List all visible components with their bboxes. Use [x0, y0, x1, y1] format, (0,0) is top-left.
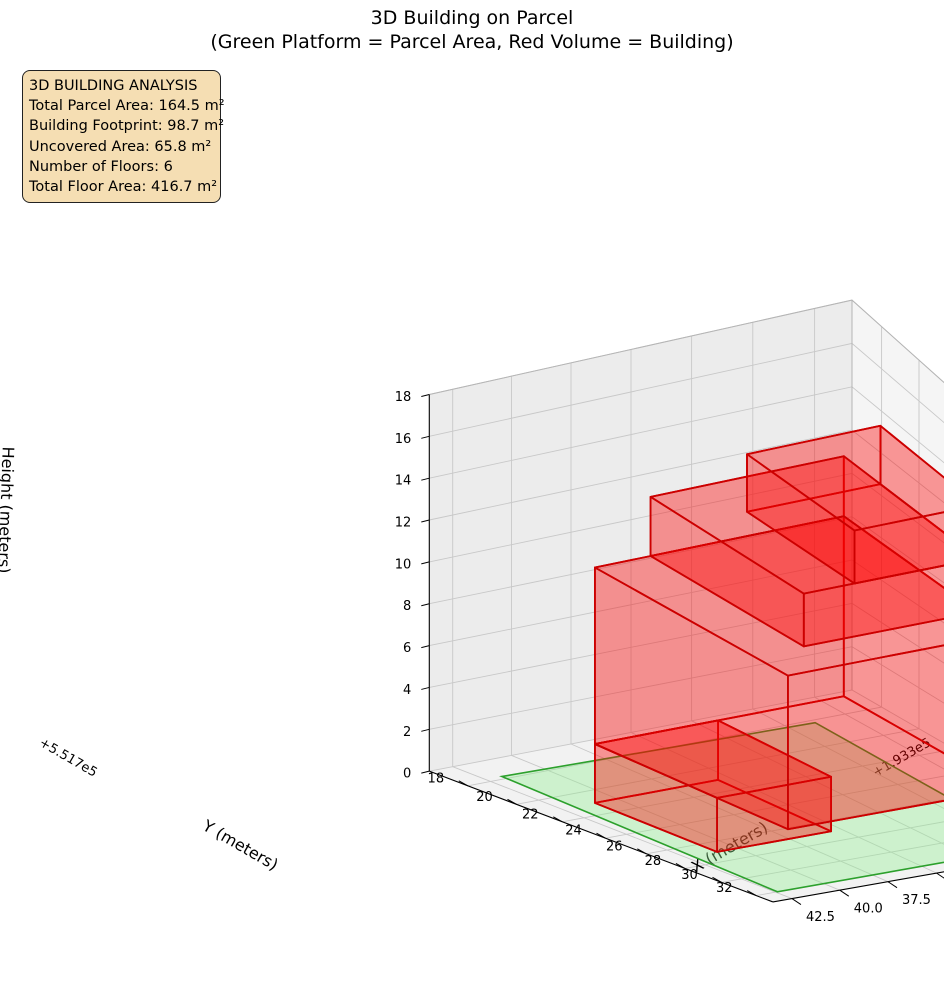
info-line-uncovered: Uncovered Area: 65.8 m²	[29, 138, 212, 155]
info-box: 3D BUILDING ANALYSIS Total Parcel Area: …	[22, 70, 225, 204]
building-face	[594, 566, 789, 831]
z-axis-label: Height (meters)	[0, 446, 18, 574]
z-tick-mark	[421, 393, 430, 397]
info-heading: 3D BUILDING ANALYSIS	[29, 78, 198, 94]
building-face	[649, 495, 805, 648]
y-tick-mark	[553, 816, 563, 823]
z-tick-mark	[421, 686, 430, 690]
y-tick-label: 30	[681, 868, 698, 883]
z-tick-label: 2	[403, 725, 411, 740]
z-tick-mark	[421, 477, 430, 481]
y-tick-mark	[596, 832, 606, 839]
y-tick-label: 18	[428, 771, 445, 786]
info-line-floor-area: Total Floor Area: 416.7 m²	[29, 179, 218, 196]
pane-top-edge	[429, 299, 944, 395]
y-axis-label: Y (meters)	[199, 815, 282, 874]
y-gridline	[721, 842, 944, 883]
z-tick-label: 18	[395, 390, 412, 405]
z-tick-mark	[421, 435, 430, 439]
y-tick-label: 24	[565, 824, 582, 839]
y-tick-label: 20	[476, 790, 493, 805]
back-left-pane	[429, 300, 852, 772]
x-tick-mark	[936, 872, 944, 879]
y-tick-label: 32	[716, 881, 733, 896]
y-gridline	[684, 821, 944, 869]
info-line-floors: Number of Floors: 6	[29, 158, 173, 175]
y-tick-mark	[712, 876, 722, 883]
z-tick-label: 12	[395, 516, 412, 531]
y-offset-label: +5.517e5	[36, 735, 99, 780]
y-tick-mark	[675, 863, 686, 869]
floor-pane	[429, 690, 944, 902]
y-tick-mark	[637, 848, 647, 855]
y-gridline	[605, 775, 944, 839]
y-tick-mark	[507, 798, 517, 805]
x-tick-label: 42.5	[806, 910, 835, 925]
y-tick-mark	[458, 780, 469, 787]
x-tick-mark	[791, 898, 802, 905]
z-tick-mark	[421, 645, 430, 649]
y-gridline	[562, 750, 944, 823]
y-tick-label: 22	[522, 807, 539, 822]
y-gridline	[646, 799, 944, 855]
z-tick-label: 10	[395, 557, 412, 572]
chart-subtitle: (Green Platform = Parcel Area, Red Volum…	[210, 31, 734, 53]
y-tick-mark	[746, 890, 757, 897]
z-tick-label: 14	[395, 474, 412, 489]
z-tick-mark	[421, 519, 430, 523]
z-tick-mark	[421, 561, 430, 565]
z-tick-label: 16	[395, 432, 412, 447]
x-tick-label: 40.0	[854, 902, 883, 917]
z-tick-mark	[421, 603, 430, 607]
x-tick-mark	[839, 889, 850, 897]
x-tick-mark	[887, 881, 898, 889]
z-tick-mark	[421, 728, 430, 732]
z-tick-label: 4	[403, 683, 411, 698]
z-tick-label: 0	[403, 767, 411, 782]
y-axis-line	[429, 770, 774, 903]
z-tick-mark	[421, 770, 430, 774]
parcel-platform	[499, 721, 944, 893]
y-tick-label: 28	[645, 854, 662, 869]
building-face	[879, 424, 944, 534]
chart-title: 3D Building on Parcel	[370, 7, 574, 29]
z-tick-label: 8	[403, 599, 411, 614]
info-line-footprint: Building Footprint: 98.7 m²	[29, 118, 225, 135]
x-tick-label: 37.5	[902, 893, 931, 908]
y-tick-label: 26	[606, 839, 623, 854]
info-line-parcel-area: Total Parcel Area: 164.5 m²	[29, 98, 225, 115]
z-tick-label: 6	[403, 641, 411, 656]
